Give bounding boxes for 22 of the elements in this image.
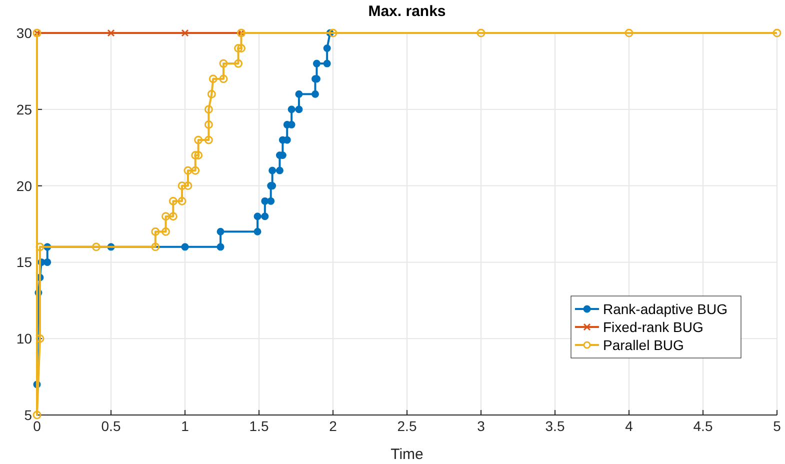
y-tick-label: 25 xyxy=(16,101,32,118)
x-axis-title: Time xyxy=(390,446,424,463)
y-tick-label: 30 xyxy=(16,25,32,41)
y-tick-label: 10 xyxy=(16,330,32,347)
legend-label: Rank-adaptive BUG xyxy=(603,301,728,317)
y-tick-label: 15 xyxy=(16,254,32,270)
x-tick-label: 2 xyxy=(329,418,338,434)
x-tick-label: 4 xyxy=(625,418,634,434)
x-tick-label: 4.5 xyxy=(693,418,713,434)
legend-label: Parallel BUG xyxy=(603,337,684,353)
chart-title: Max. ranks xyxy=(368,3,446,20)
legend-label: Fixed-rank BUG xyxy=(603,319,704,335)
x-tick-label: 0.5 xyxy=(101,418,121,434)
x-tick-label: 2.5 xyxy=(397,418,417,434)
x-tick-label: 1 xyxy=(181,418,190,434)
y-tick-label: 20 xyxy=(16,178,32,194)
x-tick-label: 1.5 xyxy=(249,418,269,434)
x-tick-label: 3.5 xyxy=(545,418,565,434)
x-tick-label: 3 xyxy=(477,418,486,434)
x-tick-label: 0 xyxy=(33,418,42,434)
y-tick-label: 5 xyxy=(24,407,32,423)
x-tick-label: 5 xyxy=(773,418,782,434)
